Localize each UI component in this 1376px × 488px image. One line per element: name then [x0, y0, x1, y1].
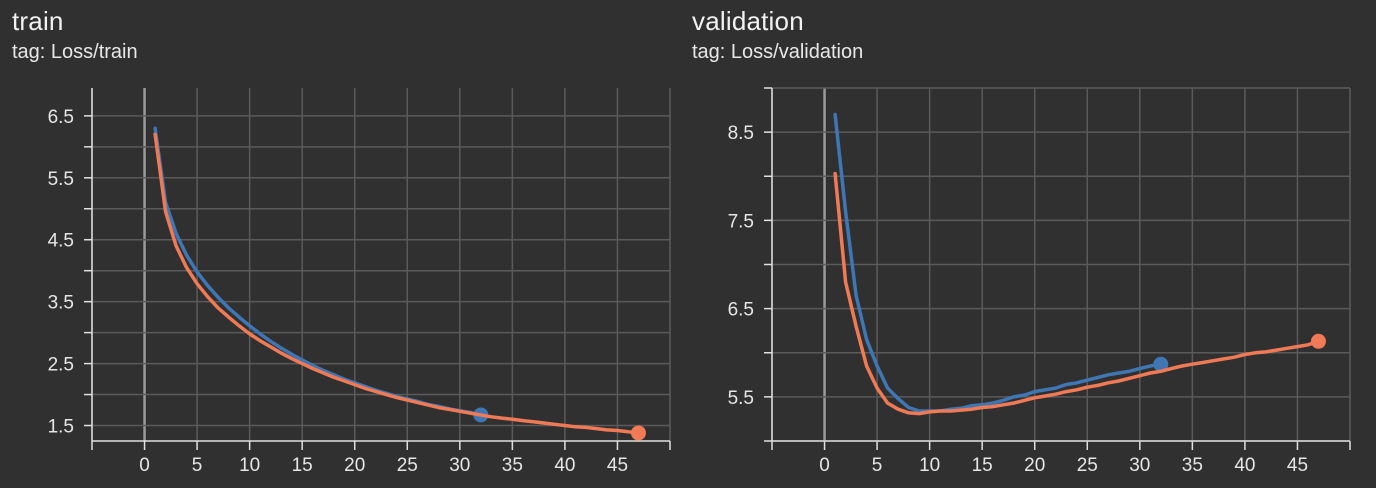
- train-panel: train tag: Loss/train 0 5 10 15 20 25 30 35 40 45…: [0, 0, 680, 488]
- x-tick-label: 45: [607, 455, 628, 476]
- series-line: [153, 132, 641, 435]
- validation-panel: validation tag: Loss/validation 0 5 10 15 20…: [680, 0, 1360, 488]
- chart-title: validation: [692, 6, 804, 36]
- x-tick-label: 40: [554, 455, 575, 476]
- y-tick-label: 5.5: [728, 388, 754, 409]
- y-tick-label: 5.5: [48, 169, 74, 190]
- x-tick-label: 5: [192, 455, 203, 476]
- chart-title: train: [12, 6, 64, 36]
- x-tick-label: 35: [1182, 455, 1203, 476]
- y-tick-label: 4.5: [48, 231, 74, 252]
- train-loss-chart[interactable]: 0 5 10 15 20 25 30 35 40 45 1.5 2.5 3.5 4.5 5.5 6.5: [0, 0, 680, 488]
- x-tick-label: 35: [502, 455, 523, 476]
- x-tick-label: 30: [449, 455, 470, 476]
- y-tick-label: 3.5: [48, 293, 74, 314]
- y-tick-label: 8.5: [728, 123, 754, 144]
- x-tick-label: 45: [1287, 455, 1308, 476]
- series-line: [833, 171, 1321, 416]
- y-tick-label: 6.5: [48, 107, 74, 128]
- x-tick-label: 40: [1234, 455, 1255, 476]
- x-tick-label: 20: [344, 455, 365, 476]
- x-tick-label: 10: [239, 455, 260, 476]
- x-tick-label: 0: [139, 455, 150, 476]
- series-end-point: [630, 425, 646, 441]
- x-tick-label: 0: [819, 455, 830, 476]
- series-line: [833, 112, 1163, 413]
- y-tick-label: 7.5: [728, 211, 754, 232]
- y-tick-label: 6.5: [728, 300, 754, 321]
- x-tick-label: 25: [1077, 455, 1098, 476]
- series-end-point: [1310, 333, 1326, 349]
- validation-loss-chart[interactable]: 0 5 10 15 20 25 30 35 40 45 5.5 6.5 7.5 8.5: [680, 0, 1360, 488]
- x-tick-label: 15: [292, 455, 313, 476]
- chart-tag: tag: Loss/validation: [692, 41, 864, 63]
- chart-tag: tag: Loss/train: [12, 41, 138, 63]
- x-tick-label: 10: [919, 455, 940, 476]
- x-tick-label: 30: [1129, 455, 1150, 476]
- x-tick-label: 5: [872, 455, 883, 476]
- x-tick-label: 20: [1024, 455, 1045, 476]
- x-tick-label: 15: [972, 455, 993, 476]
- y-tick-label: 1.5: [48, 417, 74, 438]
- series-end-point: [1153, 356, 1169, 372]
- y-tick-label: 2.5: [48, 355, 74, 376]
- x-tick-label: 25: [397, 455, 418, 476]
